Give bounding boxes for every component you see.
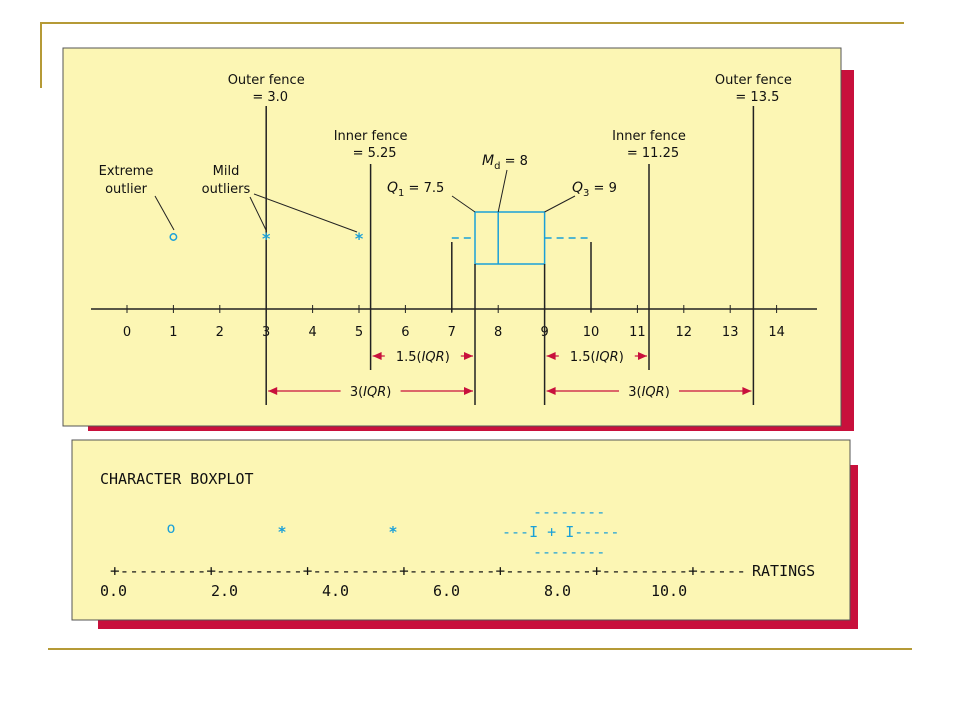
- char-mild-outlier: *: [277, 523, 286, 541]
- slide-frame-top: [40, 22, 904, 24]
- span-arrow-head: [372, 352, 382, 360]
- mild-outlier-point: *: [262, 229, 271, 248]
- axis-tick-label: 5: [355, 325, 363, 340]
- fence-label: Outer fence: [715, 73, 792, 88]
- q3-label: Q3 = 9: [572, 180, 617, 199]
- span-arrow-head: [638, 352, 647, 360]
- fence-value: = 3.0: [252, 90, 288, 105]
- char-mild-outlier: *: [388, 523, 397, 541]
- char-extreme-outlier: o: [166, 519, 175, 537]
- axis-tick-label: 1: [169, 325, 177, 340]
- char-axis-line: +---------+---------+---------+---------…: [110, 562, 746, 580]
- axis-tick-label: 0: [123, 325, 131, 340]
- char-box-middle: ---I + I-----: [502, 523, 619, 541]
- axis-tick-label: 11: [629, 325, 646, 340]
- extreme-outlier-label: Extreme: [99, 164, 154, 179]
- mild-outliers-label: outliers: [202, 182, 251, 197]
- axis-tick-label: 4: [308, 325, 316, 340]
- char-tick-label: 2.0: [211, 582, 238, 600]
- char-axis-name: RATINGS: [752, 562, 815, 580]
- q3-pointer: [544, 195, 576, 213]
- span-arrow-head: [464, 387, 473, 395]
- span-label: 1.5(IQR): [570, 350, 624, 365]
- axis-tick-label: 13: [722, 325, 739, 340]
- char-tick-label: 0.0: [100, 582, 127, 600]
- box-iqr: [474, 211, 546, 265]
- top-panel: [62, 47, 842, 427]
- span-label: 3(IQR): [350, 385, 392, 400]
- axis-tick-label: 12: [676, 325, 693, 340]
- fence-label: Inner fence: [334, 129, 408, 144]
- axis-tick-label: 7: [448, 325, 456, 340]
- axis-tick-label: 6: [401, 325, 409, 340]
- span-arrow-head: [546, 352, 556, 360]
- mild-outlier-point: *: [355, 229, 364, 248]
- extreme-outlier-pointer: [154, 195, 175, 231]
- char-tick-label: 10.0: [651, 582, 687, 600]
- span-arrow-head: [464, 352, 473, 360]
- fence-value: = 5.25: [353, 146, 397, 161]
- slide-frame-left: [40, 22, 42, 88]
- median-pointer: [497, 169, 508, 213]
- char-tick-label: 4.0: [322, 582, 349, 600]
- char-box-bottom: --------: [533, 543, 605, 561]
- span-label: 3(IQR): [628, 385, 670, 400]
- q1-label: Q1 = 7.5: [387, 180, 444, 199]
- char-tick-label: 6.0: [433, 582, 460, 600]
- char-tick-label: 8.0: [544, 582, 571, 600]
- span-arrow-head: [268, 387, 278, 395]
- axis-tick-label: 10: [583, 325, 600, 340]
- span-label: 1.5(IQR): [396, 350, 450, 365]
- mild-outliers-label: Mild: [213, 164, 240, 179]
- fence-value: = 13.5: [735, 90, 779, 105]
- span-arrow-head: [546, 387, 556, 395]
- extreme-outlier-label: outlier: [105, 182, 148, 197]
- fence-label: Inner fence: [612, 129, 686, 144]
- mild-outlier-pointer: [253, 193, 358, 233]
- axis-tick-label: 2: [216, 325, 224, 340]
- axis-tick-label: 14: [768, 325, 785, 340]
- character-boxplot-title: CHARACTER BOXPLOT: [100, 470, 254, 488]
- q1-pointer: [451, 195, 476, 213]
- char-box-top: --------: [533, 503, 605, 521]
- extreme-outlier-point: [169, 233, 178, 241]
- median-label: Md = 8: [482, 153, 528, 172]
- slide-frame-bottom: [48, 648, 912, 650]
- mild-outlier-pointer: [249, 196, 267, 231]
- span-arrow-head: [742, 387, 752, 395]
- bottom-panel: [71, 439, 851, 621]
- fence-label: Outer fence: [228, 73, 305, 88]
- fence-value: = 11.25: [627, 146, 679, 161]
- axis-tick-label: 8: [494, 325, 502, 340]
